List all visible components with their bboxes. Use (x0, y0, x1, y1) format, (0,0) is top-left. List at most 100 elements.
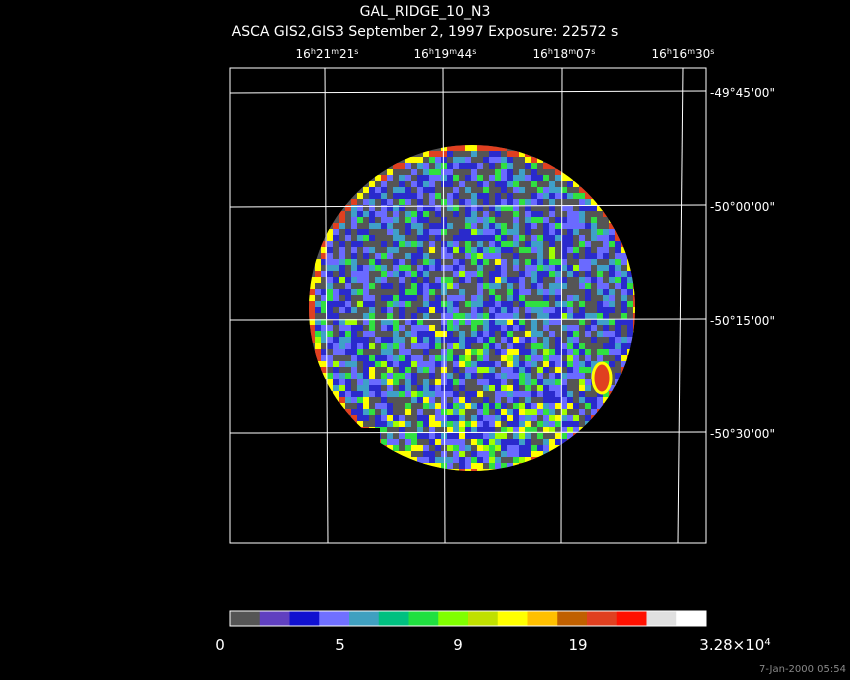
sky-pixel (363, 361, 369, 367)
sky-pixel (567, 277, 573, 283)
sky-pixel (513, 307, 519, 313)
sky-pixel (363, 253, 369, 259)
sky-pixel (573, 319, 579, 325)
sky-pixel (345, 313, 351, 319)
sky-pixel (309, 319, 315, 325)
sky-pixel (495, 151, 501, 157)
sky-pixel (633, 289, 635, 295)
sky-pixel (477, 229, 483, 235)
ra-number: 44 (457, 47, 472, 61)
sky-pixel (573, 427, 579, 433)
sky-pixel (357, 409, 363, 415)
sky-pixel (459, 313, 465, 319)
sky-pixel (417, 175, 423, 181)
sky-pixel (549, 337, 555, 343)
sky-pixel (501, 283, 507, 289)
sky-pixel (471, 379, 477, 385)
sky-pixel (525, 169, 531, 175)
sky-pixel (501, 373, 507, 379)
sky-pixel (549, 391, 555, 397)
sky-pixel (513, 217, 519, 223)
sky-pixel (459, 205, 465, 211)
sky-pixel (345, 397, 351, 403)
sky-pixel (423, 229, 429, 235)
sky-pixel (615, 253, 621, 259)
sky-pixel (621, 283, 627, 289)
sky-pixel (495, 145, 501, 151)
sky-pixel (561, 397, 567, 403)
sky-pixel (405, 385, 411, 391)
sky-pixel (417, 277, 423, 283)
sky-pixel (579, 259, 585, 265)
sky-pixel (489, 235, 495, 241)
sky-pixel (519, 301, 525, 307)
sky-pixel (435, 175, 441, 181)
sky-pixel (447, 409, 453, 415)
sky-pixel (477, 397, 483, 403)
sky-pixel (417, 373, 423, 379)
sky-pixel (537, 301, 543, 307)
sky-pixel (573, 415, 579, 421)
ra-unit: m (449, 47, 457, 56)
sky-pixel (465, 373, 471, 379)
sky-pixel (549, 283, 555, 289)
sky-pixel (435, 367, 441, 373)
sky-pixel (477, 283, 483, 289)
sky-pixel (357, 217, 363, 223)
sky-pixel (495, 193, 501, 199)
sky-pixel (567, 313, 573, 319)
sky-pixel (495, 445, 501, 451)
sky-pixel (501, 253, 507, 259)
sky-pixel (417, 169, 423, 175)
sky-pixel (585, 199, 591, 205)
sky-pixel (483, 331, 489, 337)
sky-pixel (615, 343, 621, 349)
sky-pixel (513, 235, 519, 241)
sky-pixel (549, 259, 555, 265)
sky-pixel (399, 367, 405, 373)
sky-pixel (561, 223, 567, 229)
sky-pixel (477, 175, 483, 181)
sky-pixel (501, 307, 507, 313)
sky-pixel (489, 163, 495, 169)
sky-pixel (399, 169, 405, 175)
sky-pixel (435, 379, 441, 385)
sky-pixel (363, 349, 369, 355)
sky-pixel (549, 415, 555, 421)
sky-pixel (453, 409, 459, 415)
sky-pixel (489, 145, 495, 151)
sky-pixel (519, 217, 525, 223)
sky-pixel (489, 289, 495, 295)
sky-pixel (387, 235, 393, 241)
colorbar-label: 5 (335, 636, 345, 654)
sky-pixel (387, 271, 393, 277)
sky-pixel (573, 331, 579, 337)
sky-pixel (465, 463, 471, 469)
sky-pixel (489, 457, 495, 463)
sky-pixel (399, 211, 405, 217)
sky-pixel (489, 295, 495, 301)
sky-pixel (549, 181, 555, 187)
sky-pixel (507, 253, 513, 259)
sky-pixel (411, 301, 417, 307)
sky-pixel (321, 253, 327, 259)
sky-pixel (429, 235, 435, 241)
sky-pixel (477, 313, 483, 319)
sky-pixel (531, 337, 537, 343)
sky-pixel (549, 421, 555, 427)
sky-pixel (513, 205, 519, 211)
sky-pixel (543, 283, 549, 289)
sky-pixel (387, 301, 393, 307)
sky-pixel (363, 211, 369, 217)
sky-pixel (537, 217, 543, 223)
sky-pixel (465, 265, 471, 271)
sky-pixel (393, 265, 399, 271)
sky-pixel (411, 385, 417, 391)
sky-pixel (573, 361, 579, 367)
sky-pixel (573, 337, 579, 343)
sky-pixel (381, 439, 387, 445)
sky-pixel (597, 229, 603, 235)
sky-pixel (579, 205, 585, 211)
sky-pixel (447, 313, 453, 319)
sky-pixel (489, 397, 495, 403)
